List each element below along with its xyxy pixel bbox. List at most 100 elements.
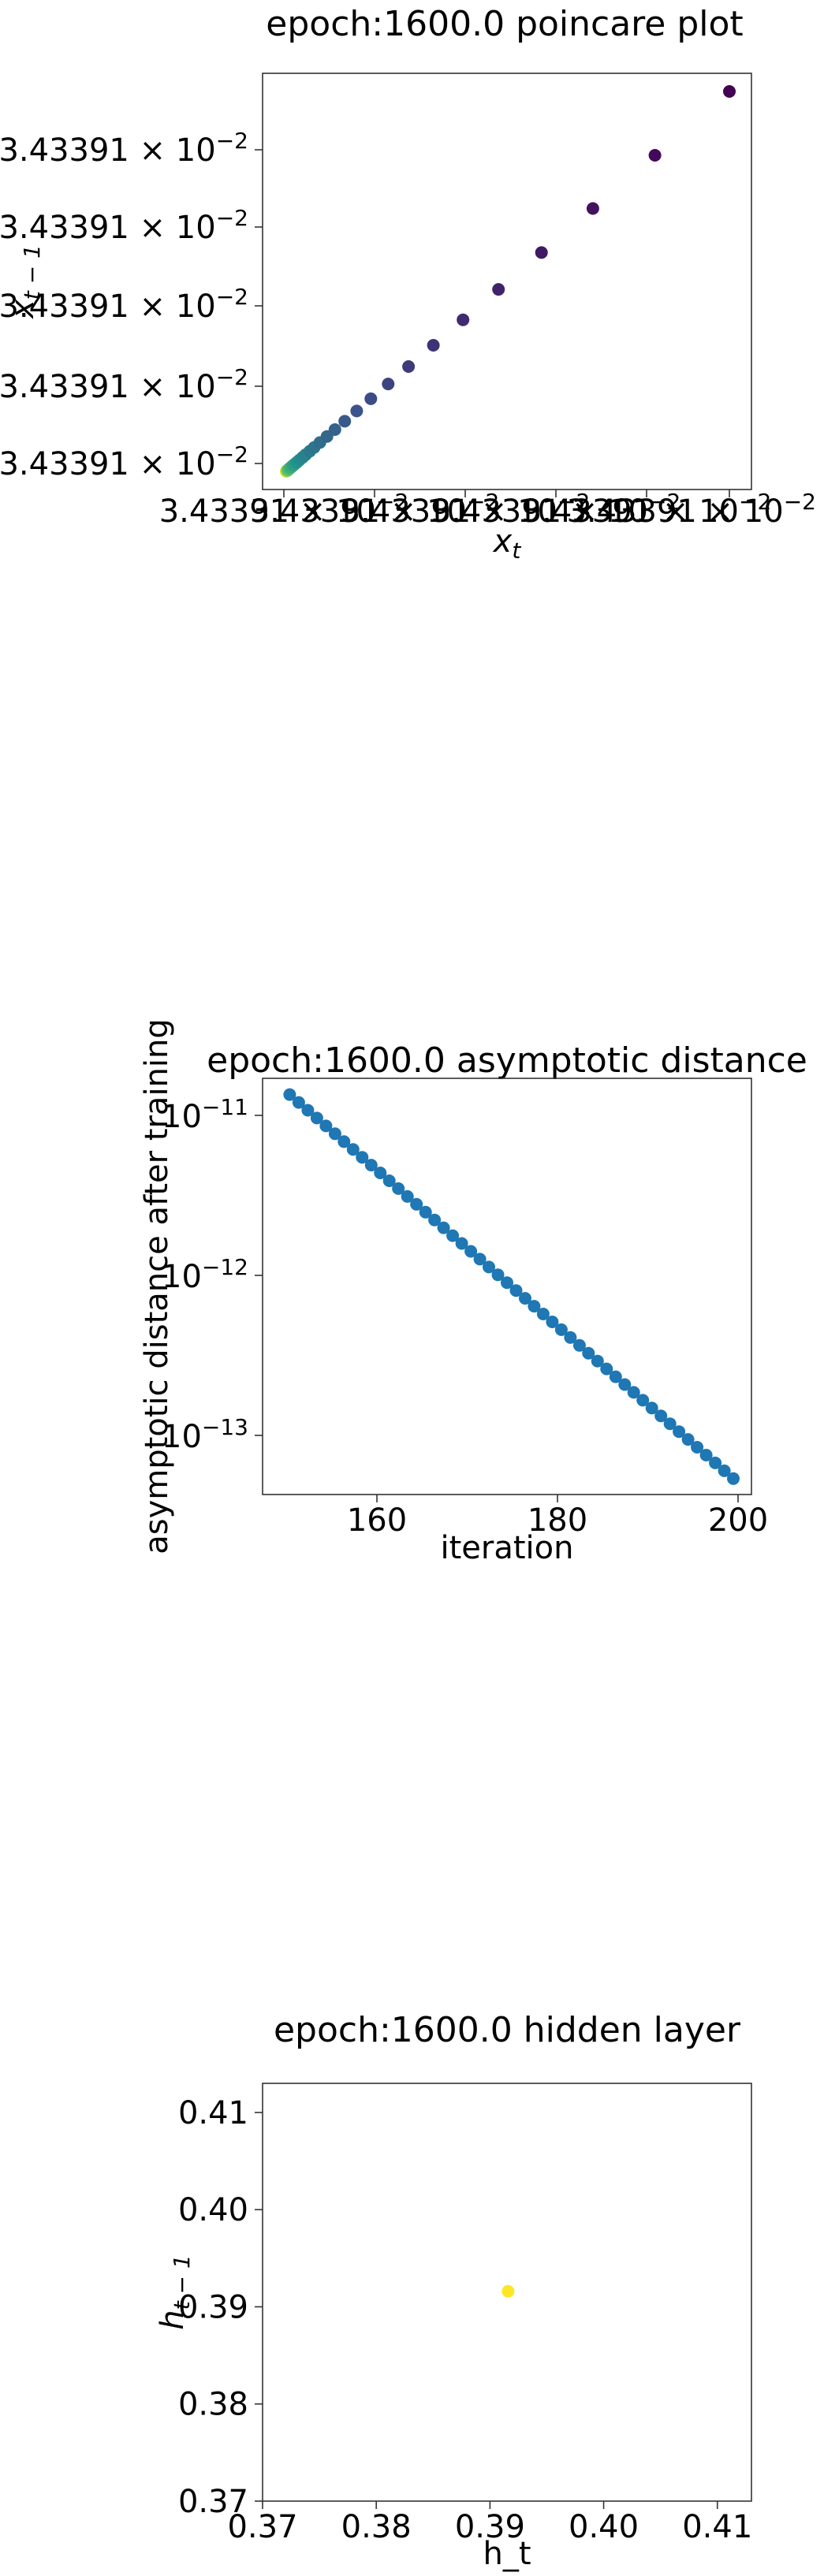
asymptotic-point <box>536 1308 550 1320</box>
hidden-layer-y-axis-label: ht − 1 <box>155 2254 195 2329</box>
asymptotic-point <box>654 1409 668 1423</box>
poincare-point <box>402 360 416 373</box>
exponent-text: −2 <box>216 128 248 154</box>
asymptotic-x-tick-label: 200 <box>708 1502 768 1539</box>
asymptotic-point <box>410 1197 423 1211</box>
asymptotic-point <box>319 1119 333 1133</box>
asymptotic-point <box>401 1189 414 1203</box>
asymptotic-x-tick-label: 180 <box>528 1502 587 1539</box>
mantissa-text: 3.43391 × 10 <box>431 493 648 530</box>
exponent-text: −2 <box>216 284 248 310</box>
subscript-text: t − 1 <box>19 244 45 300</box>
exponent-text: −2 <box>216 364 248 390</box>
asymptotic-point <box>310 1111 323 1125</box>
asymptotic-point <box>718 1464 731 1477</box>
asymptotic-point <box>554 1323 568 1336</box>
subscript-text: t − 1 <box>169 2254 195 2310</box>
mantissa-text: 3.43391 × 10 <box>0 369 216 405</box>
hidden-layer-plot-frame <box>262 2083 752 2502</box>
asymptotic-y-ticks: 10−11 10−12 10−13 <box>162 1094 263 1455</box>
asymptotic-point <box>564 1331 577 1344</box>
poincare-points <box>280 85 736 478</box>
hidden-layer-chart: epoch:1600.0 hidden layer 0.37 0.38 0.39 0.… <box>155 2010 752 2572</box>
poincare-y-tick-label: 3.43391 × 10−2 <box>0 205 248 246</box>
asymptotic-point <box>464 1245 478 1258</box>
base-text: 10 <box>162 1419 202 1455</box>
asymptotic-point <box>473 1253 487 1266</box>
hidden-layer-x-ticks: 0.37 0.38 0.39 0.40 0.41 <box>227 2501 752 2545</box>
asymptotic-point <box>691 1441 704 1454</box>
asymptotic-points <box>283 1088 740 1485</box>
hidden-layer-point <box>501 2284 515 2298</box>
asymptotic-y-tick-label: 10−12 <box>162 1254 248 1295</box>
asymptotic-point <box>727 1472 740 1485</box>
asymptotic-point <box>455 1237 468 1250</box>
asymptotic-plot-frame <box>262 1078 752 1495</box>
poincare-point <box>427 339 440 352</box>
poincare-chart: epoch:1600.0 poincare plot 3.43391 × 10−… <box>0 4 816 564</box>
exponent-text: −2 <box>216 441 248 467</box>
asymptotic-y-tick-label: 10−13 <box>162 1414 248 1455</box>
poincare-point <box>492 283 505 296</box>
poincare-point <box>586 202 599 215</box>
poincare-x-tick-label: 3.43391 × 10−2 <box>341 489 591 530</box>
poincare-point <box>338 415 352 428</box>
poincare-point <box>382 378 395 391</box>
hidden-layer-y-tick-label: 0.37 <box>178 2484 248 2520</box>
asymptotic-point <box>419 1205 432 1219</box>
asymptotic-x-tick-label: 160 <box>347 1502 407 1539</box>
mantissa-text: 3.43391 × 10 <box>250 493 467 530</box>
exponent-text: −12 <box>202 1254 248 1280</box>
hidden-layer-x-tick-label: 0.39 <box>455 2509 525 2545</box>
asymptotic-point <box>356 1151 369 1164</box>
mantissa-text: 3.43391 × 10 <box>341 493 557 530</box>
hidden-layer-x-axis-label: h_t <box>483 2536 531 2572</box>
exponent-text: −2 <box>648 489 680 515</box>
hidden-layer-points <box>501 2284 515 2298</box>
poincare-y-tick-label: 3.43391 × 10−2 <box>0 128 248 169</box>
mantissa-text: 3.43391 × 10 <box>522 493 739 530</box>
poincare-y-tick-label: 3.43391 × 10−2 <box>0 364 248 405</box>
poincare-y-axis-label: xt − 1 <box>5 244 45 320</box>
asymptotic-point <box>501 1276 513 1290</box>
hidden-layer-y-tick-label: 0.39 <box>178 2289 248 2325</box>
mantissa-text: 3.43391 × 10 <box>0 446 216 482</box>
asymptotic-point <box>392 1182 405 1195</box>
hidden-layer-x-tick-label: 0.40 <box>569 2509 639 2545</box>
hidden-layer-y-tick-label: 0.41 <box>178 2095 248 2131</box>
hidden-layer-y-ticks: 0.37 0.38 0.39 0.40 0.41 <box>178 2095 263 2520</box>
mantissa-text: 3.43391 × 10 <box>159 493 376 530</box>
poincare-point <box>364 392 378 405</box>
poincare-title: epoch:1600.0 poincare plot <box>266 4 743 44</box>
poincare-x-tick-label: 3.43391 × 10−2 <box>159 489 409 530</box>
mantissa-text: 3.43391 × 10 <box>566 493 783 530</box>
asymptotic-point <box>699 1449 713 1461</box>
hidden-layer-title: epoch:1600.0 hidden layer <box>274 2010 741 2050</box>
asymptotic-point <box>382 1174 396 1187</box>
poincare-x-tick-label: 3.43391 × 10−2 <box>250 489 500 530</box>
base-text: 10 <box>162 1099 202 1135</box>
hidden-layer-y-tick-label: 0.38 <box>178 2387 248 2423</box>
asymptotic-point <box>301 1104 315 1117</box>
asymptotic-point <box>446 1229 460 1242</box>
asymptotic-point <box>663 1417 677 1431</box>
asymptotic-point <box>364 1159 378 1172</box>
poincare-point <box>350 404 364 418</box>
asymptotic-point <box>483 1260 495 1274</box>
exponent-text: −2 <box>557 489 590 515</box>
poincare-y-ticks: 3.43391 × 10−2 3.43391 × 10−2 3.43391 × … <box>0 128 263 482</box>
mantissa-text: 3.43391 × 10 <box>0 288 216 325</box>
asymptotic-point <box>582 1346 595 1360</box>
hidden-layer-x-tick-label: 0.41 <box>682 2509 752 2545</box>
asymptotic-point <box>591 1354 604 1368</box>
poincare-point <box>535 246 548 259</box>
exponent-text: −13 <box>202 1414 248 1440</box>
poincare-point <box>723 85 736 98</box>
asymptotic-point <box>618 1378 632 1391</box>
asymptotic-point <box>673 1425 686 1439</box>
poincare-y-tick-label: 3.43391 × 10−2 <box>0 284 248 325</box>
asymptotic-point <box>428 1213 442 1227</box>
asymptotic-y-axis-label: asymptotic distance after training <box>139 1018 175 1554</box>
asymptotic-point <box>437 1221 450 1234</box>
